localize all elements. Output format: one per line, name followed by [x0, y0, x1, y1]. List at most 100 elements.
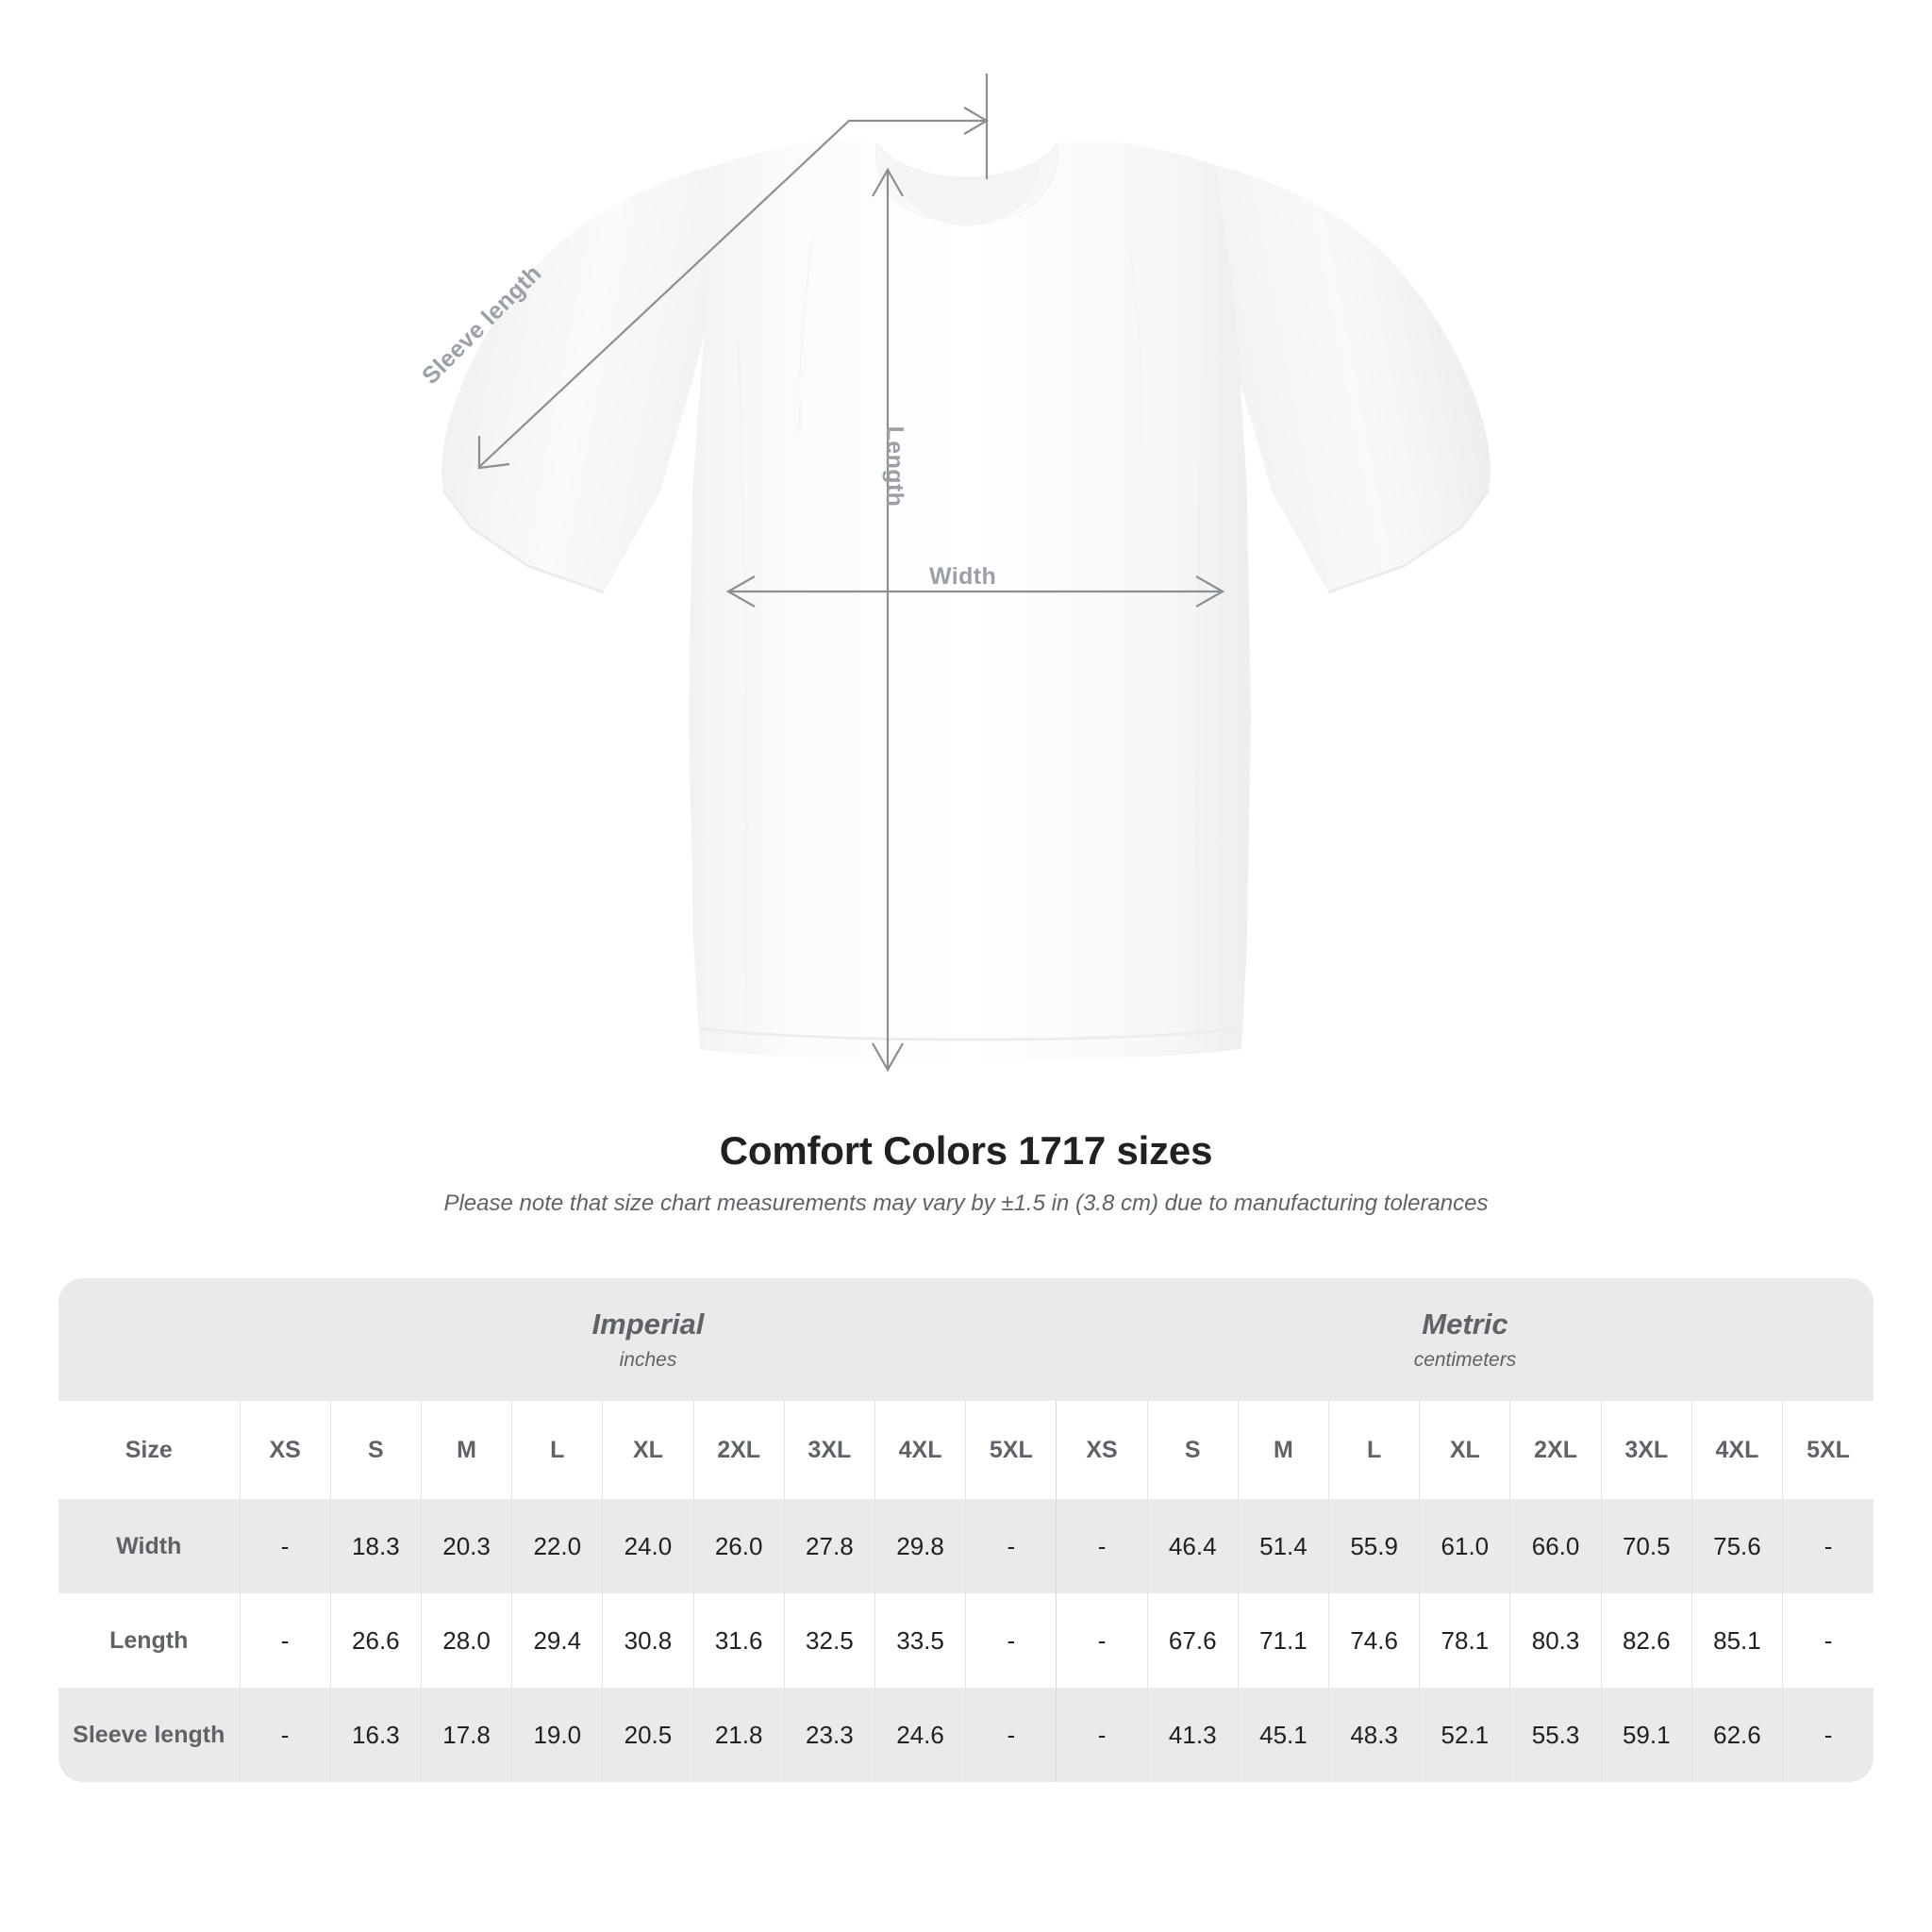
cell-length-metric-s: 67.6 [1146, 1593, 1239, 1688]
cell-width-metric-m: 51.4 [1237, 1499, 1329, 1593]
chart-heading: Comfort Colors 1717 sizes Please note th… [0, 1128, 1932, 1217]
cell-sleeve-metric-4xl: 62.6 [1690, 1688, 1783, 1782]
cell-sleeve-metric-5xl: - [1782, 1688, 1874, 1782]
length-arrow-head-top [872, 167, 904, 197]
width-label: Width [929, 563, 997, 590]
size-header-metric-3xl: 3XL [1600, 1401, 1692, 1499]
row-label-sleeve-length: Sleeve length [58, 1688, 241, 1782]
cell-width-imperial-2xl: 26.0 [692, 1499, 785, 1593]
page-title: Comfort Colors 1717 sizes [719, 1128, 1213, 1173]
cell-length-metric-l: 74.6 [1328, 1593, 1420, 1688]
cell-length-metric-3xl: 82.6 [1600, 1593, 1692, 1688]
size-header-row: Size XS S M L XL 2XL 3XL 4XL 5XL XS S M … [58, 1401, 1874, 1499]
unit-name-imperial: Imperial [591, 1307, 705, 1341]
length-label: Length [881, 425, 908, 508]
size-header-metric-5xl: 5XL [1782, 1401, 1874, 1499]
cell-sleeve-imperial-xs: - [239, 1688, 331, 1782]
tshirt-body [441, 141, 1491, 1060]
size-header-imperial-2xl: 2XL [692, 1401, 785, 1499]
size-header-imperial-m: M [420, 1401, 512, 1499]
unit-header-imperial: Imperial inches [240, 1278, 1057, 1401]
tolerance-note: Please note that size chart measurements… [443, 1191, 1489, 1216]
cell-sleeve-metric-m: 45.1 [1237, 1688, 1329, 1782]
size-header-metric-xl: XL [1419, 1401, 1510, 1499]
size-header-imperial-xs: XS [239, 1401, 331, 1499]
size-chart-table-wrapper: Imperial inches Metric centimeters Size … [58, 1278, 1874, 1782]
cell-length-metric-5xl: - [1782, 1593, 1874, 1688]
cell-length-metric-m: 71.1 [1237, 1593, 1329, 1688]
cell-length-imperial-l: 29.4 [511, 1593, 603, 1688]
cell-length-imperial-xl: 30.8 [602, 1593, 694, 1688]
cell-width-metric-xl: 61.0 [1419, 1499, 1510, 1593]
cell-width-imperial-xs: - [239, 1499, 331, 1593]
cell-sleeve-metric-l: 48.3 [1328, 1688, 1420, 1782]
size-header-imperial-5xl: 5XL [965, 1401, 1057, 1499]
cell-sleeve-imperial-3xl: 23.3 [783, 1688, 875, 1782]
cell-width-metric-l: 55.9 [1328, 1499, 1420, 1593]
cell-length-imperial-3xl: 32.5 [783, 1593, 875, 1688]
unit-header-metric: Metric centimeters [1056, 1278, 1874, 1401]
cell-length-metric-4xl: 85.1 [1690, 1593, 1783, 1688]
cell-width-metric-xs: - [1056, 1499, 1148, 1593]
table-row: Sleeve length - 16.3 17.8 19.0 20.5 21.8… [58, 1688, 1874, 1782]
unit-name-metric: Metric [1422, 1307, 1508, 1341]
width-arrow-head-right [1195, 575, 1225, 608]
cell-width-imperial-xl: 24.0 [602, 1499, 694, 1593]
cell-width-imperial-3xl: 27.8 [783, 1499, 875, 1593]
cell-sleeve-imperial-4xl: 24.6 [874, 1688, 966, 1782]
cell-sleeve-metric-3xl: 59.1 [1600, 1688, 1692, 1782]
unit-sub-metric: centimeters [1413, 1348, 1517, 1371]
cell-width-metric-2xl: 66.0 [1509, 1499, 1602, 1593]
cell-sleeve-metric-xl: 52.1 [1419, 1688, 1510, 1782]
sleeve-length-arrow-head-bottom [477, 436, 510, 470]
cell-sleeve-imperial-l: 19.0 [511, 1688, 603, 1782]
sleeve-length-guide-line [478, 119, 986, 468]
cell-width-metric-4xl: 75.6 [1690, 1499, 1783, 1593]
cell-width-imperial-5xl: - [965, 1499, 1057, 1593]
cell-length-metric-xs: - [1056, 1593, 1148, 1688]
size-header-imperial-l: L [511, 1401, 603, 1499]
width-arrow-head-left [725, 575, 756, 608]
size-header-imperial-s: S [329, 1401, 422, 1499]
cell-length-metric-2xl: 80.3 [1509, 1593, 1602, 1688]
size-chart-table: Imperial inches Metric centimeters Size … [58, 1278, 1874, 1782]
unit-sub-imperial: inches [619, 1348, 677, 1371]
cell-width-imperial-s: 18.3 [329, 1499, 422, 1593]
cell-width-imperial-4xl: 29.8 [874, 1499, 966, 1593]
size-header-metric-s: S [1146, 1401, 1239, 1499]
size-header-imperial-3xl: 3XL [783, 1401, 875, 1499]
unit-header-spacer [58, 1278, 241, 1401]
size-header-metric-m: M [1237, 1401, 1329, 1499]
cell-width-metric-5xl: - [1782, 1499, 1874, 1593]
cell-sleeve-metric-2xl: 55.3 [1509, 1688, 1602, 1782]
cell-length-imperial-4xl: 33.5 [874, 1593, 966, 1688]
cell-length-imperial-5xl: - [965, 1593, 1057, 1688]
cell-sleeve-metric-s: 41.3 [1146, 1688, 1239, 1782]
length-arrow-head-bottom [872, 1042, 904, 1073]
table-row: Width - 18.3 20.3 22.0 24.0 26.0 27.8 29… [58, 1499, 1874, 1593]
row-label-length: Length [58, 1593, 241, 1688]
size-header-metric-2xl: 2XL [1509, 1401, 1602, 1499]
cell-sleeve-imperial-5xl: - [965, 1688, 1057, 1782]
product-diagram: Sleeve length Length Width [417, 74, 1491, 1073]
cell-length-metric-xl: 78.1 [1419, 1593, 1510, 1688]
cell-width-metric-3xl: 70.5 [1600, 1499, 1692, 1593]
cell-width-metric-s: 46.4 [1146, 1499, 1239, 1593]
cell-sleeve-imperial-2xl: 21.8 [692, 1688, 785, 1782]
measurement-guides [477, 74, 1225, 1073]
cell-length-imperial-m: 28.0 [420, 1593, 512, 1688]
cell-sleeve-imperial-s: 16.3 [329, 1688, 422, 1782]
size-header-imperial-4xl: 4XL [874, 1401, 966, 1499]
cell-sleeve-imperial-m: 17.8 [420, 1688, 512, 1782]
tshirt-illustration [441, 74, 1491, 1073]
size-header-metric-4xl: 4XL [1690, 1401, 1783, 1499]
size-header-imperial-xl: XL [602, 1401, 694, 1499]
size-header-label: Size [58, 1401, 241, 1499]
sleeve-length-arrow-head-top [963, 107, 990, 135]
cell-sleeve-metric-xs: - [1056, 1688, 1148, 1782]
cell-sleeve-imperial-xl: 20.5 [602, 1688, 694, 1782]
size-header-metric-xs: XS [1056, 1401, 1148, 1499]
cell-width-imperial-m: 20.3 [420, 1499, 512, 1593]
row-label-width: Width [58, 1499, 241, 1593]
cell-length-imperial-xs: - [239, 1593, 331, 1688]
